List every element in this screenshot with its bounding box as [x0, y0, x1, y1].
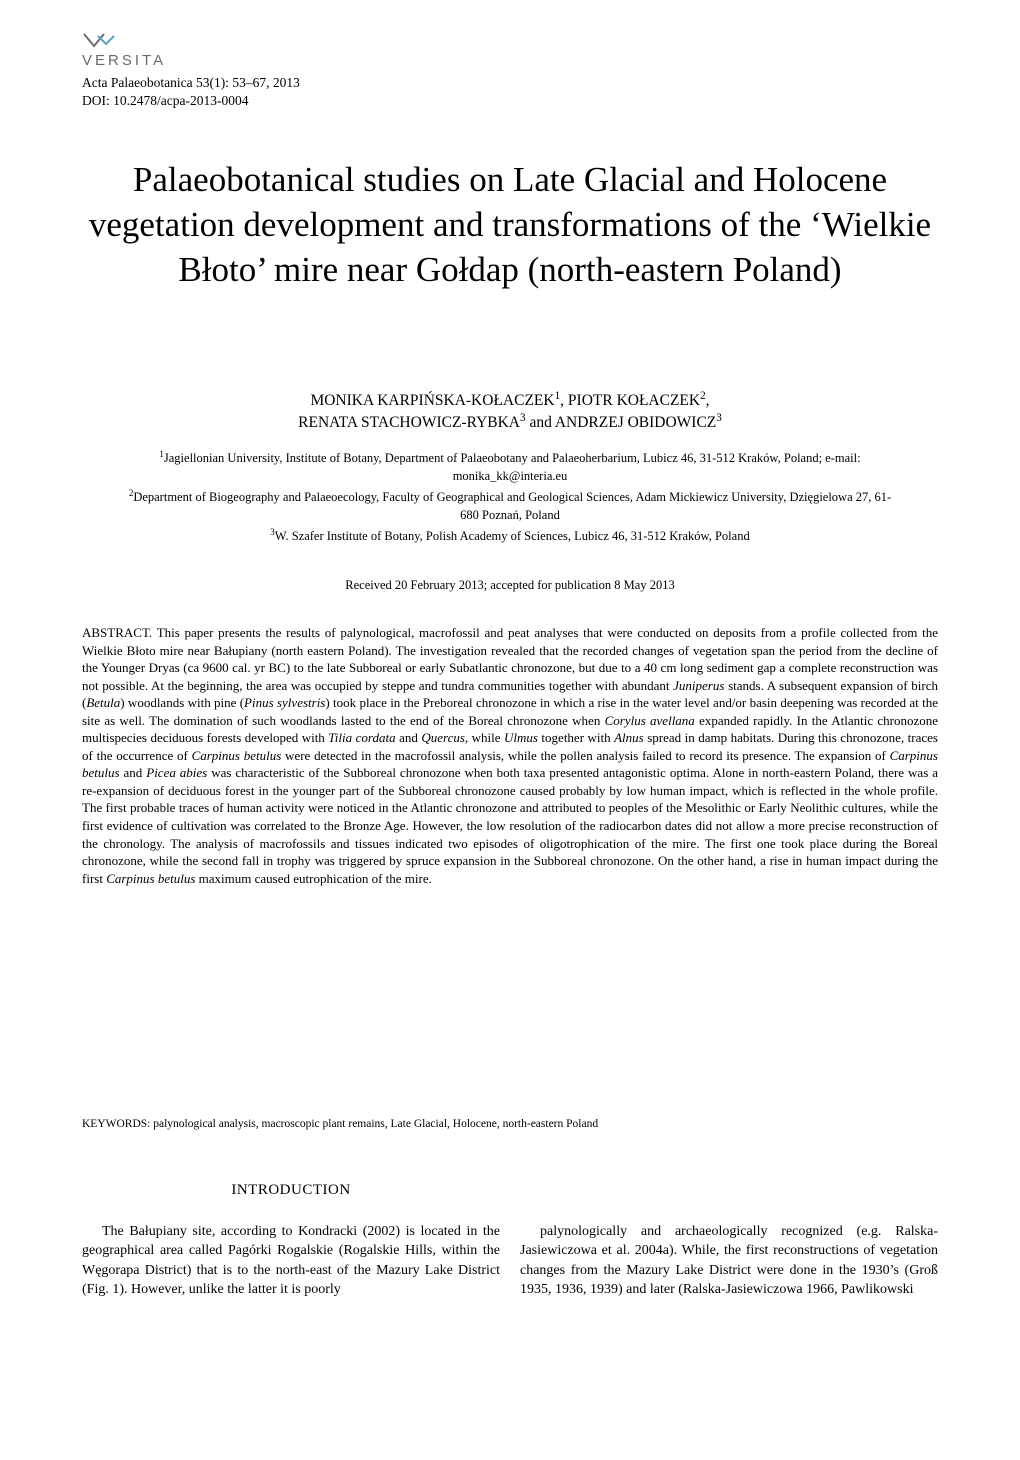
keywords-label: KEYWORDS:	[82, 1118, 153, 1130]
author-4-affil-sup: 3	[716, 412, 722, 424]
received-accepted: Received 20 February 2013; accepted for …	[82, 578, 938, 593]
affiliation-1-text: Jagiellonian University, Institute of Bo…	[164, 451, 861, 483]
affiliations-block: 1Jagiellonian University, Institute of B…	[120, 450, 900, 550]
keywords-body: palynological analysis, macroscopic plan…	[153, 1118, 598, 1130]
intro-paragraph-left: The Bałupiany site, according to Kondrac…	[82, 1222, 500, 1299]
article-title: Palaeobotanical studies on Late Glacial …	[82, 158, 938, 292]
authors-block: MONIKA KARPIŃSKA-KOŁACZEK1, PIOTR KOŁACZ…	[82, 390, 938, 435]
publisher-logo-text: VERSITA	[82, 52, 166, 69]
body-column-right: palynologically and archaeologically rec…	[520, 1222, 938, 1299]
section-heading-introduction: INTRODUCTION	[82, 1182, 500, 1199]
author-sep-1: , PIOTR KOŁACZEK	[560, 392, 700, 409]
affiliation-2-text: Department of Biogeography and Palaeoeco…	[133, 490, 891, 522]
journal-citation: Acta Palaeobotanica 53(1): 53–67, 2013	[82, 74, 300, 92]
journal-meta: Acta Palaeobotanica 53(1): 53–67, 2013 D…	[82, 74, 300, 110]
publisher-logo: VERSITA	[82, 32, 166, 69]
author-1: MONIKA KARPIŃSKA-KOŁACZEK	[310, 392, 554, 409]
versita-logo-mark	[82, 32, 122, 50]
author-3: RENATA STACHOWICZ-RYBKA	[298, 414, 520, 431]
keywords-block: KEYWORDS: palynological analysis, macros…	[82, 1118, 938, 1130]
affiliation-1: 1Jagiellonian University, Institute of B…	[120, 450, 900, 485]
author-sep-2: ,	[706, 392, 710, 409]
affiliation-3-text: W. Szafer Institute of Botany, Polish Ac…	[275, 529, 750, 543]
affiliation-3: 3W. Szafer Institute of Botany, Polish A…	[120, 528, 900, 546]
abstract-body: This paper presents the results of palyn…	[82, 625, 938, 886]
intro-paragraph-right: palynologically and archaeologically rec…	[520, 1222, 938, 1299]
abstract-label: ABSTRACT.	[82, 625, 157, 640]
body-column-left: The Bałupiany site, according to Kondrac…	[82, 1222, 500, 1299]
abstract-block: ABSTRACT. This paper presents the result…	[82, 624, 938, 887]
doi: DOI: 10.2478/acpa-2013-0004	[82, 92, 300, 110]
affiliation-2: 2Department of Biogeography and Palaeoec…	[120, 489, 900, 524]
author-sep-3: and ANDRZEJ OBIDOWICZ	[526, 414, 717, 431]
